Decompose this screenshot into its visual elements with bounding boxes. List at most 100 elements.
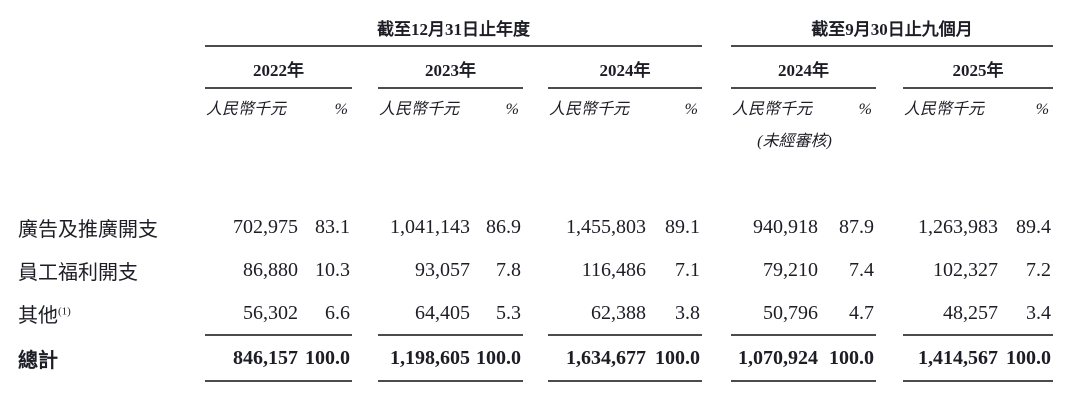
- empty-cell: [876, 126, 1053, 156]
- column-gap: [702, 292, 731, 335]
- total-row-label: 總計: [18, 335, 205, 381]
- column-gap: [523, 249, 548, 292]
- column-gap: [702, 335, 731, 381]
- percent-cell: 86.9: [486, 216, 521, 238]
- percent-label: %: [334, 101, 348, 118]
- year-header-2022: 2022年: [205, 46, 352, 89]
- unaudited-note: (未經審核): [757, 133, 832, 150]
- table-row-total: 總計 846,157 100.0 1,198,605 100.0 1,634,6…: [18, 335, 1054, 382]
- row-footnote: (1): [58, 305, 71, 318]
- unaudited-note-row: (未經審核): [18, 126, 1053, 156]
- percent-cell: 7.1: [675, 259, 700, 281]
- column-gap: [876, 292, 903, 335]
- column-gap: [352, 292, 378, 335]
- column-gap: [876, 46, 903, 88]
- column-gap: [702, 46, 731, 88]
- column-gap: [523, 46, 548, 88]
- column-gap: [352, 46, 378, 88]
- row-label-text: 廣告及推廣開支: [18, 219, 158, 241]
- percent-cell: 3.8: [648, 292, 702, 336]
- period-header-annual: 截至12月31日止年度: [205, 0, 702, 47]
- unit-label: 人民幣千元: [732, 101, 813, 118]
- empty-cell: [18, 156, 1053, 206]
- total-amount-cell: 1,414,567: [903, 335, 1000, 382]
- column-gap: [876, 335, 903, 381]
- period-header-row: 截至12月31日止年度 截至9月30日止九個月: [18, 0, 1054, 47]
- year-header-2023: 2023年: [378, 46, 523, 89]
- amount-cell: 50,796: [731, 292, 820, 336]
- percent-cell: 6.6: [300, 292, 352, 336]
- year-header-9m-2024: 2024年: [731, 46, 876, 89]
- table-row-others: 其他(1) 56,302 6.6 64,405 5.3 62,388 3.8 5…: [18, 292, 1054, 336]
- table-row-employee-benefits: 員工福利開支 86,880 10.3 93,057 7.8 116,486 7.…: [18, 249, 1053, 292]
- row-label-text: 員工福利開支: [18, 262, 138, 284]
- empty-cell: [18, 126, 731, 156]
- total-percent-cell: 100.0: [820, 335, 876, 382]
- year-header-2024: 2024年: [548, 46, 702, 89]
- unit-label: 人民幣千元: [549, 101, 630, 118]
- amount-cell: 93,057: [415, 259, 470, 281]
- amount-cell: 1,041,143: [390, 216, 470, 238]
- percent-cell: 89.1: [665, 216, 700, 238]
- percent-cell: 7.2: [1026, 259, 1052, 281]
- column-gap: [352, 335, 378, 381]
- column-gap: [702, 88, 731, 126]
- column-gap: [523, 335, 548, 381]
- amount-cell: 702,975: [233, 216, 298, 238]
- total-amount-cell: 1,634,677: [548, 335, 648, 382]
- percent-cell: 3.4: [1000, 292, 1054, 336]
- percent-cell: 4.7: [820, 292, 876, 336]
- amount-cell: 116,486: [581, 259, 646, 281]
- amount-cell: 102,327: [933, 259, 998, 281]
- column-gap: [352, 206, 378, 249]
- column-gap: [523, 292, 548, 335]
- percent-cell: 7.4: [849, 259, 874, 281]
- spacer-row: [18, 156, 1053, 206]
- unit-header-row: 人民幣千元 % 人民幣千元 % 人民幣千元 % 人民幣千元 % 人民幣千元 %: [18, 88, 1053, 126]
- row-label: 其他(1): [18, 292, 205, 335]
- percent-cell: 83.1: [315, 216, 350, 238]
- empty-cell: [18, 46, 205, 88]
- amount-cell: 79,210: [763, 259, 818, 281]
- total-amount-cell: 1,198,605: [378, 335, 472, 382]
- column-gap: [702, 206, 731, 249]
- column-gap: [523, 206, 548, 249]
- percent-cell: 89.4: [1016, 216, 1052, 238]
- percent-label: %: [505, 101, 519, 118]
- column-gap: [876, 249, 903, 292]
- total-amount-cell: 846,157: [205, 335, 300, 382]
- year-header-row: 2022年 2023年 2024年 2024年 2025年: [18, 46, 1054, 89]
- empty-cell: [18, 88, 205, 126]
- table-row-advertising: 廣告及推廣開支 702,975 83.1 1,041,143 86.9 1,45…: [18, 206, 1053, 249]
- amount-cell: 1,263,983: [918, 216, 998, 238]
- total-percent-cell: 100.0: [300, 335, 352, 382]
- column-gap: [352, 88, 378, 126]
- column-gap: [876, 206, 903, 249]
- total-amount-cell: 1,070,924: [731, 335, 820, 382]
- row-label: 廣告及推廣開支: [18, 206, 205, 249]
- row-label-text: 其他: [18, 305, 58, 327]
- period-header-nine-months: 截至9月30日止九個月: [731, 0, 1054, 47]
- amount-cell: 1,455,803: [566, 216, 646, 238]
- column-gap: [702, 249, 731, 292]
- amount-cell: 56,302: [205, 292, 300, 336]
- row-label: 員工福利開支: [18, 249, 205, 292]
- percent-cell: 10.3: [315, 259, 350, 281]
- unit-label: 人民幣千元: [904, 101, 985, 118]
- amount-cell: 62,388: [548, 292, 648, 336]
- empty-cell: [18, 0, 205, 46]
- unit-label: 人民幣千元: [379, 101, 460, 118]
- percent-cell: 7.8: [496, 259, 521, 281]
- column-gap: [702, 0, 731, 46]
- unit-label: 人民幣千元: [206, 101, 287, 118]
- amount-cell: 64,405: [378, 292, 472, 336]
- amount-cell: 86,880: [243, 259, 298, 281]
- year-header-9m-2025: 2025年: [903, 46, 1054, 89]
- amount-cell: 940,918: [753, 216, 818, 238]
- column-gap: [876, 88, 903, 126]
- percent-label: %: [858, 101, 872, 118]
- total-percent-cell: 100.0: [648, 335, 702, 382]
- expense-breakdown-table: 截至12月31日止年度 截至9月30日止九個月 2022年 2023年 2024…: [18, 0, 1054, 382]
- total-percent-cell: 100.0: [1000, 335, 1054, 382]
